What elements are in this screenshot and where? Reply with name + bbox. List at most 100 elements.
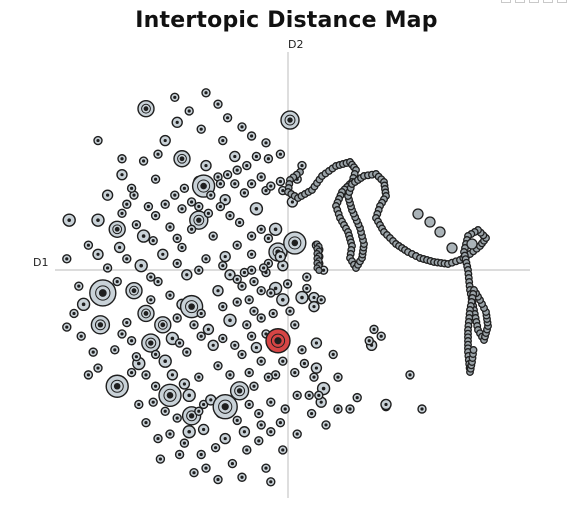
bubble-core <box>154 177 158 181</box>
bubble-ring <box>112 224 123 235</box>
topic-bubble <box>268 222 283 236</box>
bubble-core <box>242 270 246 275</box>
zoom-icon[interactable] <box>515 0 525 3</box>
topic-bubble <box>112 276 122 287</box>
bubble-core <box>257 411 261 416</box>
topic-bubble <box>263 154 274 164</box>
bubble-core <box>175 316 179 320</box>
topic-bubble <box>101 189 114 201</box>
chart-modebar[interactable] <box>501 0 567 6</box>
bubble-core <box>113 348 117 352</box>
bubble-ring <box>284 114 296 126</box>
topic-bubble <box>218 135 228 146</box>
topic-bubble <box>223 313 237 327</box>
bubble-core <box>250 334 254 338</box>
bubble-core <box>266 236 270 240</box>
bubble-core <box>254 154 258 159</box>
topic-bubble <box>276 293 290 307</box>
topic-bubble <box>110 345 120 355</box>
reset-icon[interactable] <box>557 0 567 3</box>
bubble-core <box>130 371 134 375</box>
bubble-core <box>211 234 215 238</box>
bubble-ring <box>157 319 168 330</box>
topic-bubble <box>194 201 204 212</box>
bubble-ring <box>186 410 198 422</box>
bubble-core <box>113 382 121 390</box>
topic-bubble <box>83 240 94 250</box>
topic-bubble <box>261 138 271 148</box>
topic-bubble <box>126 367 137 378</box>
bubble-core <box>259 289 263 293</box>
topic-bubble <box>237 349 247 360</box>
topic-bubble <box>117 208 127 219</box>
bubble-core <box>67 218 71 222</box>
bubble-core <box>216 289 220 293</box>
topic-bubble <box>256 172 266 182</box>
bubble-core <box>312 295 316 300</box>
bubble-core <box>305 275 309 279</box>
bubble-core <box>269 291 273 295</box>
topic-bubble <box>179 183 190 194</box>
topic-bubble <box>76 297 91 312</box>
bubble-core <box>65 257 69 261</box>
bubble-core <box>293 323 297 327</box>
bubble-core <box>199 127 203 131</box>
topic-bubble <box>186 224 197 234</box>
bubble-core <box>77 284 81 288</box>
bubble-core <box>319 400 323 404</box>
bubble-core <box>221 264 225 268</box>
topic-bubble <box>74 281 84 291</box>
camera-icon[interactable] <box>501 0 511 3</box>
bubble-ring <box>141 103 151 114</box>
topic-bubble <box>201 254 211 264</box>
autoscale-icon[interactable] <box>543 0 553 3</box>
bubble-core <box>226 116 230 120</box>
topic-bubble <box>206 190 216 200</box>
bubble-core <box>269 430 273 434</box>
topic-bubble <box>213 474 223 485</box>
topic-bubble <box>246 231 257 241</box>
topic-bubble <box>238 426 251 438</box>
bubble-core <box>209 398 213 402</box>
bubble-ring <box>94 319 106 331</box>
topic-bubble <box>150 381 161 391</box>
bubble-ring <box>234 385 246 397</box>
topic-bubble <box>141 370 151 380</box>
topic-bubble <box>274 250 287 263</box>
topic-bubble <box>160 199 170 209</box>
bubble-core <box>206 211 210 215</box>
topic-bubble <box>200 159 212 172</box>
topic-bubble <box>266 477 276 487</box>
topic-bubble <box>189 468 199 478</box>
topic-bubble <box>178 378 191 390</box>
topic-bubble <box>328 349 338 360</box>
bubble-core <box>86 243 90 247</box>
topic-bubble <box>90 315 111 335</box>
bubble-core <box>175 261 179 265</box>
topic-bubble <box>258 263 269 273</box>
topic-bubble <box>182 347 192 357</box>
bubble-core <box>355 396 359 400</box>
bubble-core <box>141 234 146 238</box>
topic-bubble <box>177 204 187 214</box>
topic-bubble <box>91 213 105 227</box>
pan-icon[interactable] <box>529 0 539 3</box>
topic-bubble <box>153 433 163 444</box>
bubble-core <box>182 382 186 386</box>
topic-bubble <box>254 436 264 446</box>
topic-bubble <box>249 306 259 316</box>
bubble-core <box>179 156 185 162</box>
bubble-core <box>235 168 239 172</box>
bubble-core <box>305 286 309 291</box>
bubble-core <box>264 332 268 336</box>
topic-bubble <box>194 406 204 416</box>
bubble-core <box>200 182 207 190</box>
topic-bubble <box>302 283 312 294</box>
topic-bubble <box>244 399 254 410</box>
bubble-core <box>291 239 299 247</box>
bubble-core <box>367 339 371 343</box>
topic-bubble <box>174 338 185 348</box>
topic-bubble <box>155 454 166 464</box>
topic-bubble <box>202 323 215 336</box>
topic-bubble <box>62 254 72 264</box>
